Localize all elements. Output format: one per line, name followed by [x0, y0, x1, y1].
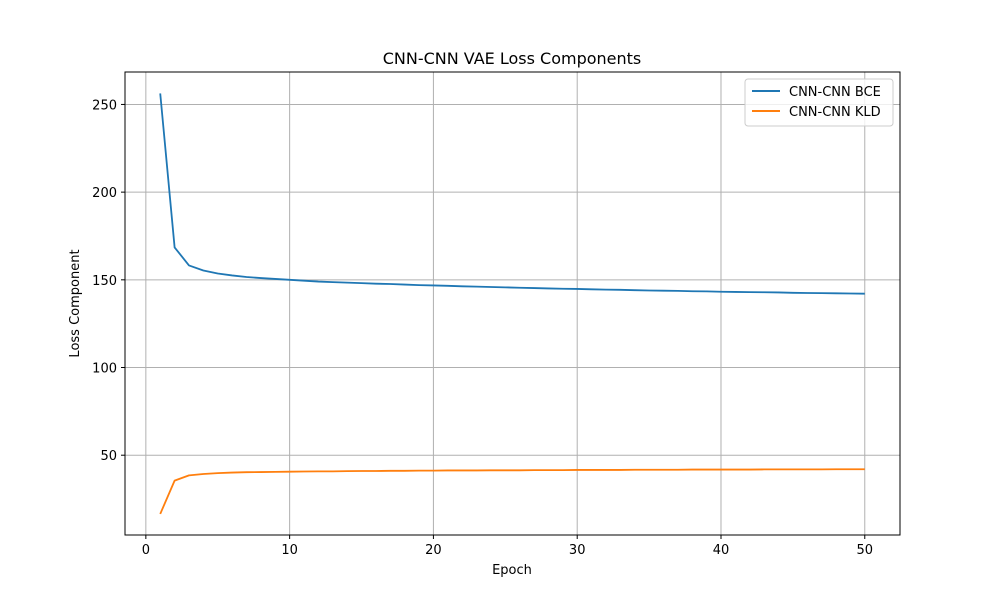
tick-layer: 0 10 20 30 40 50 50 100 150 200 250	[92, 98, 873, 558]
legend-label-kld: CNN-CNN KLD	[789, 105, 881, 120]
kld-series-line	[159, 468, 865, 515]
x-axis-label: Epoch	[492, 563, 532, 578]
legend-box	[744, 78, 894, 127]
y-tick-label: 50	[100, 449, 117, 464]
chart-title: CNN-CNN VAE Loss Components	[383, 49, 642, 68]
series-layer	[159, 93, 865, 515]
y-axis-label: Loss Component	[68, 249, 83, 357]
bce-series-line	[159, 93, 865, 295]
x-tick-label: 20	[425, 543, 442, 558]
plot-frame	[124, 71, 901, 536]
y-tick-label: 100	[92, 362, 117, 377]
y-tick-label: 200	[92, 186, 117, 201]
x-tick-label: 30	[569, 543, 586, 558]
legend: CNN-CNN BCE CNN-CNN KLD	[744, 78, 894, 127]
legend-label-bce: CNN-CNN BCE	[789, 85, 881, 100]
y-tick-label: 150	[92, 274, 117, 289]
y-tick-label: 250	[92, 98, 117, 113]
x-tick-label: 40	[713, 543, 730, 558]
x-tick-label: 10	[281, 543, 298, 558]
x-tick-label: 50	[856, 543, 873, 558]
x-tick-label: 0	[142, 543, 150, 558]
